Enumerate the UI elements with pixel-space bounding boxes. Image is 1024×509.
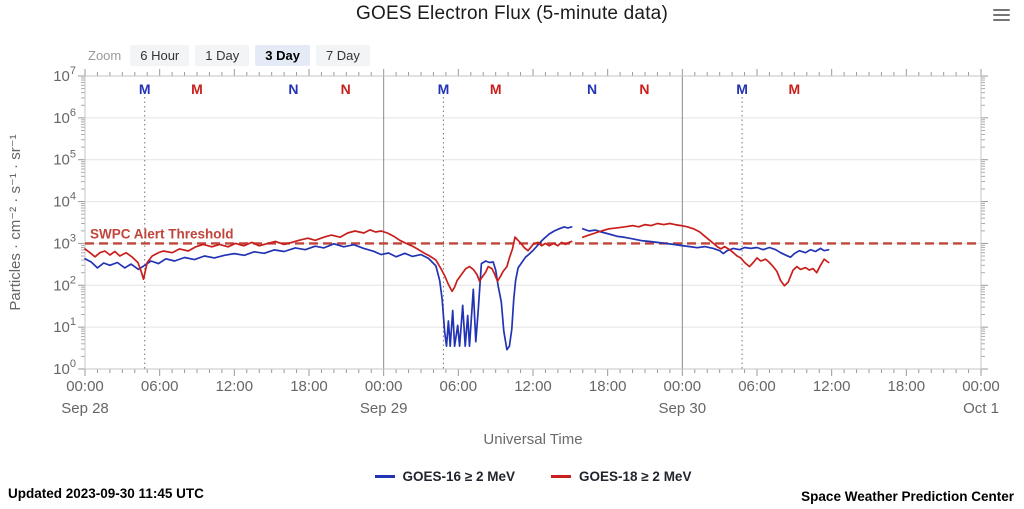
event-marker-N: N	[587, 81, 597, 97]
hamburger-bar	[993, 13, 1010, 16]
updated-timestamp: Updated 2023-09-30 11:45 UTC	[8, 486, 204, 501]
y-tick-label: 100	[53, 358, 76, 378]
zoom-range-toolbar: Zoom 6 Hour 1 Day 3 Day 7 Day	[88, 45, 376, 66]
event-marker-M: M	[788, 81, 800, 97]
y-tick-label: 106	[53, 107, 76, 127]
source-credit: Space Weather Prediction Center	[801, 489, 1014, 504]
x-tick-label: 12:00	[514, 378, 552, 395]
date-label: Oct 1	[963, 400, 999, 417]
hamburger-bar	[993, 8, 1010, 11]
zoom-button-3-day[interactable]: 3 Day	[255, 45, 310, 66]
y-tick-label: 103	[53, 232, 76, 252]
menu-button hamburger-icon[interactable]	[993, 6, 1010, 24]
goes18-line-swatch	[551, 475, 571, 478]
x-tick-label: 18:00	[888, 378, 926, 395]
y-tick-label: 104	[53, 191, 76, 211]
y-tick-label: 105	[53, 149, 76, 169]
x-tick-label: 06:00	[141, 378, 179, 395]
legend-label-goes16: GOES-16 ≥ 2 MeV	[402, 469, 515, 484]
page-title: GOES Electron Flux (5-minute data)	[356, 3, 668, 24]
date-label: Sep 28	[61, 400, 109, 417]
x-tick-label: 12:00	[813, 378, 851, 395]
zoom-button-7-day[interactable]: 7 Day	[315, 45, 370, 66]
goes16-line-swatch	[374, 475, 395, 478]
x-tick-label: 00:00	[664, 378, 702, 395]
zoom-button-6-hour[interactable]: 6 Hour	[130, 45, 190, 66]
x-tick-label: 06:00	[738, 378, 776, 395]
y-tick-label: 102	[53, 274, 76, 294]
event-marker-N: N	[639, 81, 649, 97]
event-marker-M: M	[736, 81, 748, 97]
x-tick-label: 12:00	[216, 378, 254, 395]
chart-legend: GOES-16 ≥ 2 MeV GOES-18 ≥ 2 MeV	[42, 469, 1024, 484]
zoom-label: Zoom	[88, 48, 122, 63]
date-label: Sep 30	[659, 400, 707, 417]
event-marker-M: M	[191, 81, 203, 97]
x-tick-label: 00:00	[66, 378, 104, 395]
x-axis-title: Universal Time	[483, 431, 583, 448]
x-tick-label: 00:00	[962, 378, 1000, 395]
hamburger-bar	[993, 18, 1010, 21]
goes16-flux-line	[84, 226, 830, 351]
legend-label-goes18: GOES-18 ≥ 2 MeV	[579, 469, 692, 484]
event-marker-M: M	[490, 81, 502, 97]
x-tick-label: 18:00	[589, 378, 627, 395]
event-marker-M: M	[139, 81, 151, 97]
plot-border	[84, 75, 982, 370]
y-tick-label: 101	[53, 316, 76, 336]
electron-flux-chart[interactable]: SWPC Alert Threshold M M N N M M N N M M 100 101 102 1…	[0, 0, 1024, 425]
event-marker-N: N	[288, 81, 298, 97]
date-label: Sep 29	[360, 400, 408, 417]
legend-item-goes16[interactable]: GOES-16 ≥ 2 MeV	[374, 469, 515, 484]
y-tick-label: 107	[53, 65, 76, 85]
zoom-button-1-day[interactable]: 1 Day	[195, 45, 250, 66]
alert-threshold-label: SWPC Alert Threshold	[90, 226, 234, 241]
x-tick-label: 00:00	[365, 378, 403, 395]
x-tick-label: 06:00	[440, 378, 478, 395]
y-axis-title: Particles · cm⁻² · s⁻¹ · sr⁻¹	[7, 134, 24, 310]
goes18-flux-line	[84, 222, 830, 293]
legend-item-goes18[interactable]: GOES-18 ≥ 2 MeV	[551, 469, 691, 484]
event-marker-N: N	[341, 81, 351, 97]
x-tick-label: 18:00	[290, 378, 328, 395]
event-marker-M: M	[438, 81, 450, 97]
